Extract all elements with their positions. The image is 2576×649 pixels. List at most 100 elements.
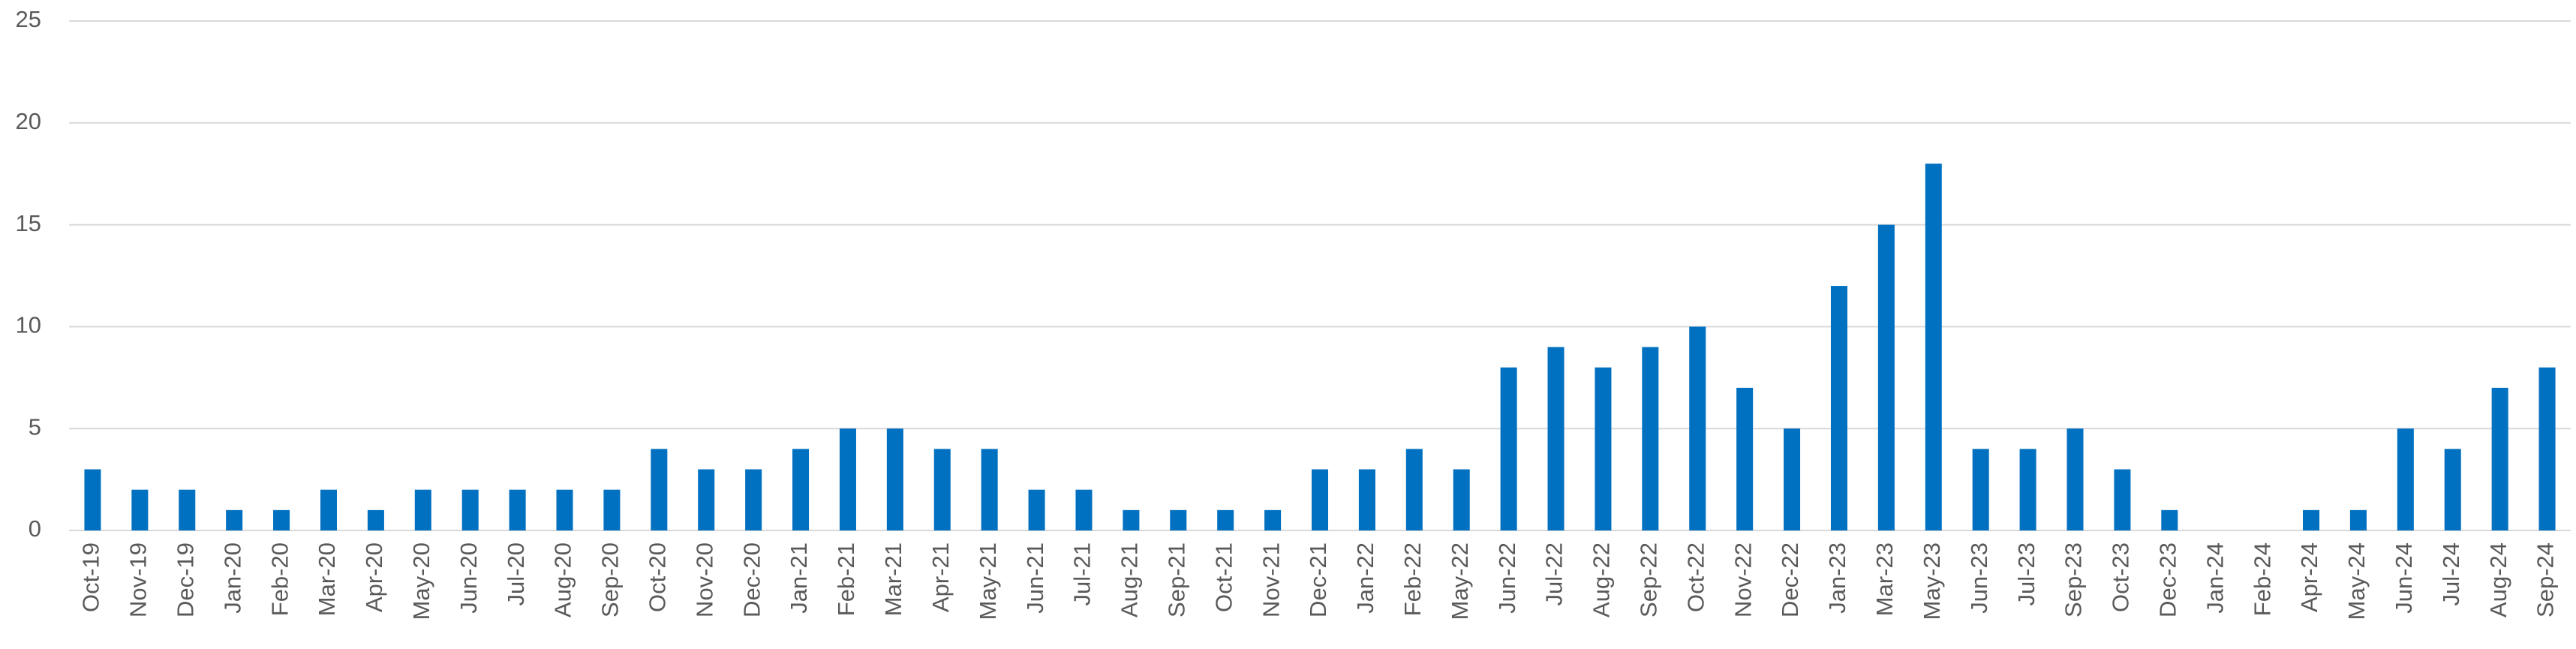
bar (1075, 489, 1093, 530)
x-tick-label: Jun-21 (1022, 542, 1048, 614)
x-tick-label: Mar-23 (1871, 542, 1898, 616)
bar (745, 469, 762, 530)
x-tick-label: Apr-20 (361, 542, 387, 612)
x-tick-label: May-24 (2343, 542, 2370, 620)
bar (367, 509, 384, 530)
bar (2114, 469, 2131, 530)
bar (981, 449, 998, 530)
x-tick-label: Nov-19 (125, 542, 152, 617)
bar (1028, 489, 1045, 530)
x-tick-label: Jan-23 (1824, 542, 1850, 614)
bar (1547, 347, 1565, 530)
bar (603, 489, 621, 530)
bar (1311, 469, 1329, 530)
x-tick-label: Aug-21 (1117, 542, 1143, 617)
bar (2397, 428, 2414, 530)
x-tick-label: Jan-21 (786, 542, 812, 614)
x-tick-label: Jan-24 (2202, 542, 2228, 614)
x-tick-label: Jan-20 (219, 542, 245, 614)
x-tick-label: Sep-20 (597, 542, 624, 617)
x-tick-label: Nov-22 (1730, 542, 1756, 617)
bar (886, 428, 903, 530)
x-tick-label: May-22 (1447, 542, 1473, 620)
bar (839, 428, 856, 530)
x-tick-label: Dec-20 (738, 542, 765, 617)
x-tick-label: Dec-19 (172, 542, 198, 617)
bar (698, 469, 715, 530)
x-tick-label: Jul-24 (2438, 542, 2464, 605)
x-tick-label: Oct-23 (2108, 542, 2134, 612)
bar (1925, 164, 1942, 530)
x-tick-label: Jun-20 (455, 542, 482, 614)
bar (131, 489, 149, 530)
x-tick-label: Sep-24 (2532, 542, 2559, 617)
bar (1264, 509, 1282, 530)
y-tick-label: 25 (16, 6, 41, 32)
x-tick-label: Jun-22 (1494, 542, 1520, 614)
x-tick-label: May-21 (975, 542, 1001, 620)
x-tick-label: Dec-22 (1777, 542, 1803, 617)
x-tick-label: Jul-20 (503, 542, 529, 605)
bar (1595, 367, 1612, 530)
x-tick-label: Dec-23 (2154, 542, 2181, 617)
x-tick-label: Sep-23 (2060, 542, 2087, 617)
bar (1736, 387, 1754, 530)
bar (1972, 449, 1989, 530)
bar (2303, 509, 2320, 530)
x-tick-label: Apr-24 (2296, 542, 2322, 612)
x-tick-label: Oct-19 (78, 542, 104, 612)
bar (1453, 469, 1470, 530)
x-tick-label: Dec-21 (1305, 542, 1331, 617)
bar (1877, 224, 1895, 530)
bar (1830, 286, 1847, 530)
x-tick-label: Aug-20 (550, 542, 576, 617)
x-tick-label: Jun-24 (2391, 542, 2417, 614)
bar (556, 489, 573, 530)
bar (226, 509, 243, 530)
x-tick-label: Mar-20 (314, 542, 340, 616)
x-tick-label: Oct-21 (1210, 542, 1237, 612)
bar (1500, 367, 1517, 530)
x-tick-label: Jan-22 (1352, 542, 1378, 614)
x-tick-label: Oct-22 (1682, 542, 1709, 612)
bar (1358, 469, 1375, 530)
x-tick-label: Jun-23 (1966, 542, 1992, 614)
bar (461, 489, 479, 530)
bar (179, 489, 196, 530)
x-tick-label: Jul-22 (1541, 542, 1568, 605)
bar (2161, 509, 2178, 530)
bar (1784, 428, 1801, 530)
y-tick-label: 15 (16, 210, 41, 236)
x-tick-label: Mar-21 (880, 542, 906, 616)
bar (2349, 509, 2367, 530)
bar (320, 489, 337, 530)
x-tick-label: Jul-21 (1069, 542, 1096, 605)
bar (792, 449, 810, 530)
bar (2491, 387, 2508, 530)
x-tick-label: Sep-22 (1636, 542, 1662, 617)
x-tick-label: Feb-20 (266, 542, 293, 616)
y-tick-label: 0 (29, 515, 41, 542)
bar (1123, 509, 1140, 530)
bar (1217, 509, 1234, 530)
x-tick-label: Sep-21 (1163, 542, 1189, 617)
bar (509, 489, 526, 530)
bar (2067, 428, 2084, 530)
x-tick-label: Feb-24 (2249, 542, 2275, 616)
x-tick-label: Oct-20 (645, 542, 671, 612)
bar (273, 509, 290, 530)
y-tick-label: 10 (16, 312, 41, 338)
bar (1170, 509, 1187, 530)
y-tick-label: 5 (29, 413, 41, 440)
x-tick-label: Feb-22 (1399, 542, 1426, 616)
bar (84, 469, 101, 530)
bar (1405, 449, 1423, 530)
x-tick-label: Nov-20 (691, 542, 717, 617)
x-tick-label: Aug-24 (2485, 542, 2511, 617)
bar (933, 449, 951, 530)
x-tick-label: Jul-23 (2013, 542, 2039, 605)
bar (414, 489, 431, 530)
bar (1689, 326, 1706, 530)
bar (2538, 367, 2556, 530)
